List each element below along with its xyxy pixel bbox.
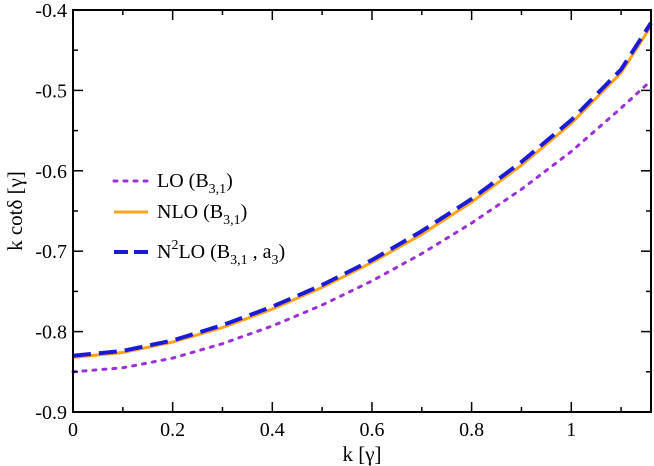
x-tick-label: 0.4 xyxy=(260,419,285,441)
series-line-0 xyxy=(71,79,653,374)
y-tick-label: -0.6 xyxy=(35,161,67,183)
tick-labels: 0 0.2 0.4 0.6 0.8 1 -0.9 -0.8 -0.7 -0.6 -0.5 -0.4 xyxy=(35,0,576,441)
y-tick-label: -0.5 xyxy=(35,80,67,102)
legend-entry-nlo: NLO (B3,1) xyxy=(114,201,247,228)
x-tick-label: 0 xyxy=(68,419,78,441)
x-axis-title: k [γ] xyxy=(342,442,381,466)
x-tick-label: 0.6 xyxy=(359,419,384,441)
legend: LO (B3,1) NLO (B3,1) N2LO (B3,1 , a3) xyxy=(112,170,285,268)
axis-ticks xyxy=(72,9,651,413)
x-tick-label: 1 xyxy=(566,419,576,441)
y-tick-label: -0.8 xyxy=(35,322,67,344)
legend-label-nlo: NLO (B3,1) xyxy=(157,201,247,228)
x-tick-label: 0.8 xyxy=(459,419,484,441)
legend-entry-n2lo: N2LO (B3,1 , a3) xyxy=(114,238,285,268)
series-curves xyxy=(71,21,653,374)
legend-label-lo: LO (B3,1) xyxy=(157,170,233,197)
series-line-1 xyxy=(72,25,653,359)
y-tick-label: -0.4 xyxy=(35,0,67,22)
legend-label-n2lo: N2LO (B3,1 , a3) xyxy=(157,238,285,268)
y-axis-title: k cotδ [γ] xyxy=(3,171,27,251)
y-tick-label: -0.7 xyxy=(35,241,67,263)
legend-entry-lo: LO (B3,1) xyxy=(112,170,233,197)
x-tick-label: 0.2 xyxy=(160,419,185,441)
y-tick-label: -0.9 xyxy=(35,402,67,424)
